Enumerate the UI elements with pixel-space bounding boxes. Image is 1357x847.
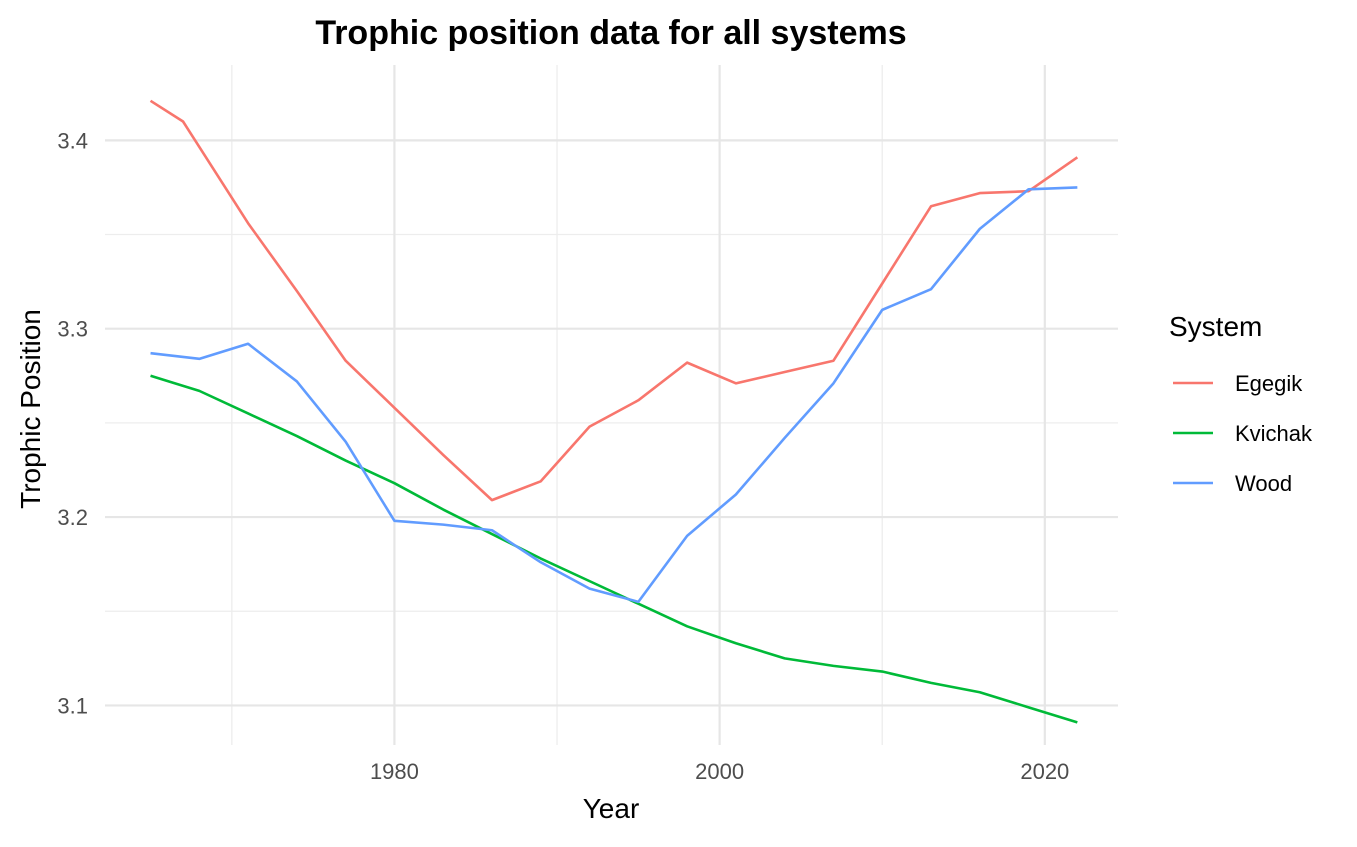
legend-entries: Egegik Kvichak Wood: [1173, 371, 1313, 496]
tick-labels: 1980 2000 2020 3.1 3.2 3.3 3.4: [57, 128, 1069, 784]
y-axis-title: Trophic Position: [15, 309, 46, 509]
legend-title: System: [1169, 311, 1262, 342]
y-tick-label: 3.1: [57, 693, 88, 718]
y-tick-label: 3.2: [57, 505, 88, 530]
x-tick-label: 2000: [695, 759, 744, 784]
y-tick-label: 3.4: [57, 128, 88, 153]
legend-label-kvichak: Kvichak: [1235, 421, 1313, 446]
legend-label-egegik: Egegik: [1235, 371, 1303, 396]
x-tick-label: 2020: [1020, 759, 1069, 784]
chart-title: Trophic position data for all systems: [315, 14, 906, 52]
series-line-wood: [150, 186, 1078, 604]
series-line-kvichak: [150, 374, 1078, 724]
grid-lines: [105, 65, 1118, 745]
y-tick-label: 3.3: [57, 317, 88, 342]
series-line-egegik: [149, 99, 1079, 502]
x-tick-label: 1980: [370, 759, 419, 784]
x-axis-title: Year: [583, 793, 640, 824]
series-lines: [149, 99, 1079, 724]
legend-label-wood: Wood: [1235, 471, 1292, 496]
legend: System Egegik Kvichak Wood: [1169, 311, 1313, 496]
